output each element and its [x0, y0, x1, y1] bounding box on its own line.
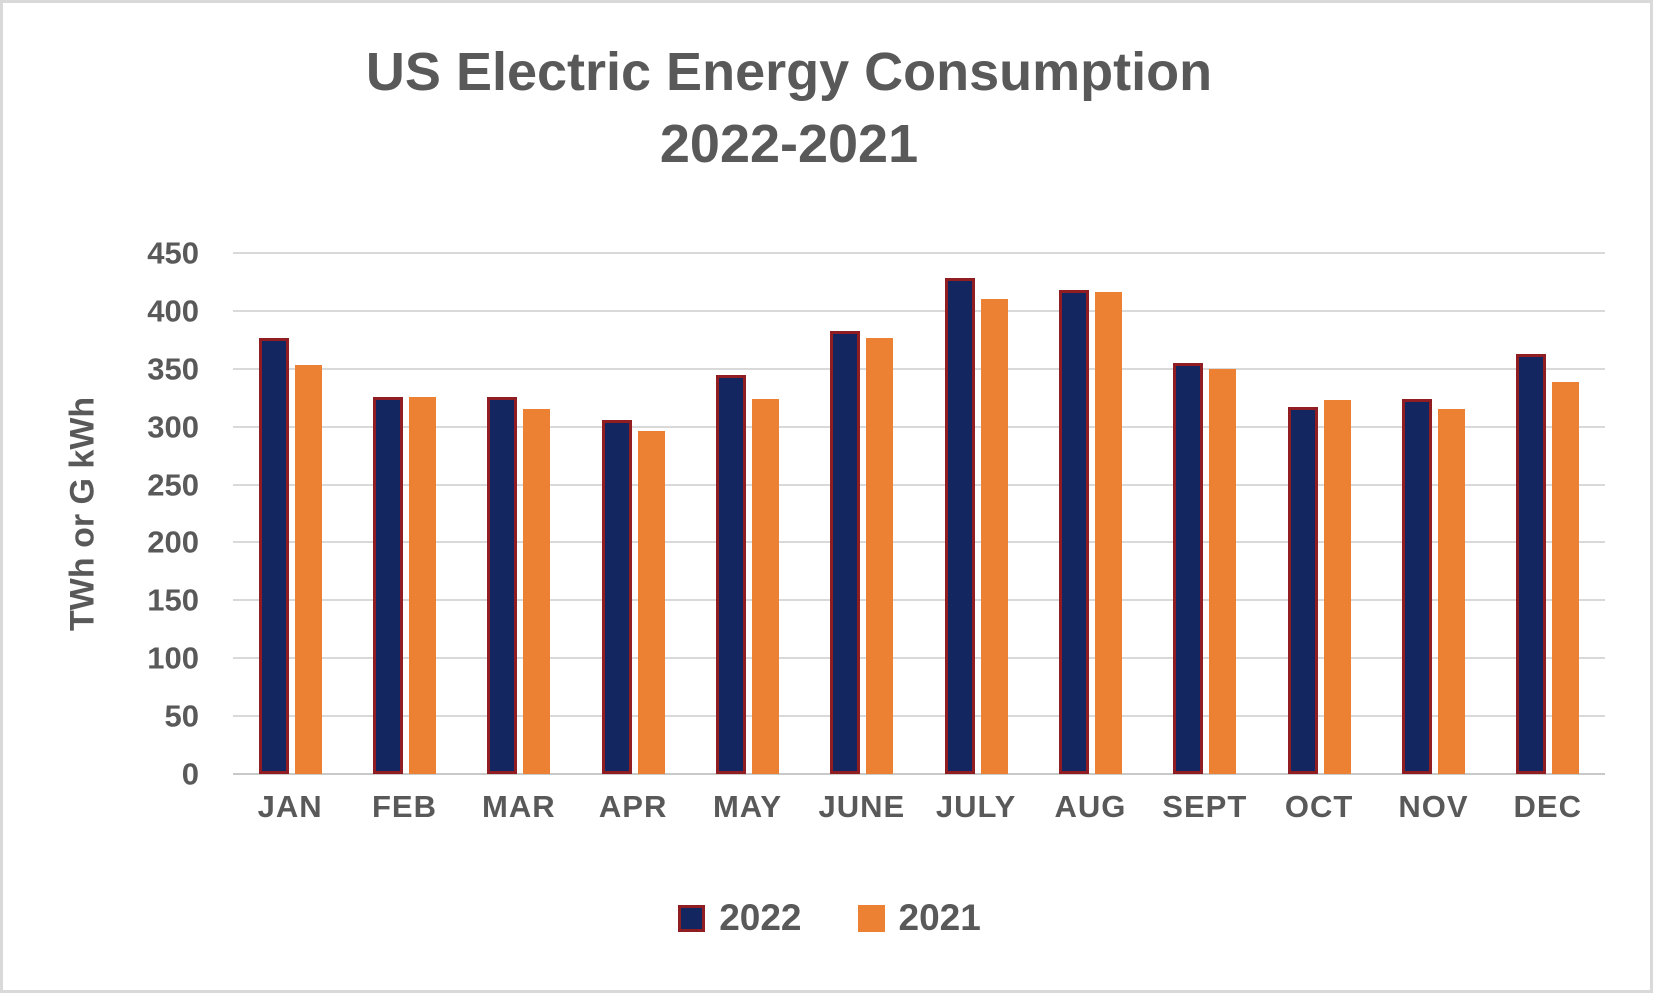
- y-tick-label: 300: [147, 409, 199, 445]
- gridline: [233, 541, 1605, 544]
- bar-group-july: [919, 253, 1033, 774]
- gridline: [233, 599, 1605, 602]
- x-tick-label: JULY: [935, 789, 1017, 824]
- legend-swatch-2022: [678, 904, 706, 932]
- bar-2021-dec: [1552, 381, 1580, 774]
- gridline: [233, 715, 1605, 718]
- bar-group-jan: [233, 253, 347, 774]
- bar-2022-oct: [1287, 407, 1318, 774]
- x-tick-label: SEPT: [1162, 789, 1248, 824]
- bar-2022-jan: [258, 337, 289, 774]
- bars-layer: [233, 253, 1605, 774]
- plot-area: [233, 252, 1605, 775]
- bar-group-apr: [576, 253, 690, 774]
- bar-2022-june: [830, 330, 861, 774]
- legend-item-2021: 2021: [857, 897, 981, 939]
- bar-2022-feb: [372, 396, 403, 774]
- bar-2021-mar: [523, 409, 551, 774]
- y-tick-label: 200: [147, 524, 199, 560]
- y-tick-label: 400: [147, 293, 199, 329]
- legend-swatch-2021: [857, 904, 885, 932]
- bar-2022-may: [715, 374, 746, 774]
- y-tick-label: 100: [147, 640, 199, 676]
- bar-2021-may: [751, 398, 779, 774]
- bar-2021-aug: [1094, 292, 1122, 774]
- bar-2022-mar: [487, 396, 518, 774]
- chart-title-line1: US Electric Energy Consumption: [365, 42, 1213, 102]
- bar-group-nov: [1376, 253, 1490, 774]
- y-tick-label: 350: [147, 351, 199, 387]
- gridline: [233, 367, 1605, 370]
- x-tick-label: MAY: [712, 789, 782, 824]
- bar-2022-july: [944, 278, 975, 774]
- bar-group-aug: [1033, 253, 1147, 774]
- gridline: [233, 483, 1605, 486]
- y-tick-label: 250: [147, 467, 199, 503]
- gridline: [233, 309, 1605, 312]
- chart-title: US Electric Energy Consumption 2022-2021: [3, 37, 1575, 181]
- bar-group-feb: [347, 253, 461, 774]
- bar-2021-nov: [1437, 409, 1465, 774]
- legend: 2022 2021: [3, 897, 1650, 939]
- bar-2022-apr: [601, 419, 632, 774]
- bar-group-mar: [462, 253, 576, 774]
- gridline: [233, 425, 1605, 428]
- chart-title-line2: 2022-2021: [659, 113, 919, 174]
- bar-group-may: [690, 253, 804, 774]
- bar-group-oct: [1262, 253, 1376, 774]
- x-tick-label: JAN: [257, 789, 323, 824]
- y-tick-label: 0: [181, 756, 199, 792]
- bar-2021-feb: [408, 396, 436, 774]
- x-tick-label: OCT: [1284, 789, 1354, 824]
- x-tick-label: DEC: [1513, 789, 1582, 824]
- bar-2021-june: [866, 337, 894, 774]
- bar-group-dec: [1491, 253, 1605, 774]
- legend-label-2022: 2022: [719, 897, 802, 938]
- bar-2022-aug: [1058, 290, 1089, 774]
- bar-2021-apr: [637, 431, 665, 774]
- bar-2022-sept: [1173, 363, 1204, 774]
- bar-2022-dec: [1516, 353, 1547, 774]
- y-tick-label: 150: [147, 582, 199, 618]
- bar-2021-oct: [1323, 400, 1351, 774]
- x-tick-label: NOV: [1398, 789, 1469, 824]
- y-tick-labels: 0 50 100 150 200 250 300 350 400 450: [3, 238, 199, 790]
- bar-group-june: [805, 253, 919, 774]
- gridline: [233, 657, 1605, 660]
- x-tick-labels: JAN FEB MAR APR MAY JUNE JULY AUG SEPT OCT NOV DEC: [233, 789, 1605, 825]
- x-tick-label: AUG: [1054, 789, 1127, 824]
- legend-item-2022: 2022: [678, 897, 802, 939]
- x-tick-label: FEB: [371, 789, 437, 824]
- x-axis-line: [233, 773, 1605, 775]
- bar-2021-july: [980, 299, 1008, 774]
- x-tick-label: MAR: [482, 789, 556, 824]
- x-tick-label: JUNE: [818, 789, 906, 824]
- bar-2022-nov: [1401, 398, 1432, 774]
- bar-2021-sept: [1209, 368, 1237, 774]
- bar-group-sept: [1148, 253, 1262, 774]
- bar-2021-jan: [294, 365, 322, 774]
- gridline: [233, 252, 1605, 254]
- legend-label-2021: 2021: [898, 897, 981, 938]
- x-tick-label: APR: [598, 789, 668, 824]
- y-tick-label: 50: [164, 698, 199, 734]
- y-tick-label: 450: [147, 235, 199, 271]
